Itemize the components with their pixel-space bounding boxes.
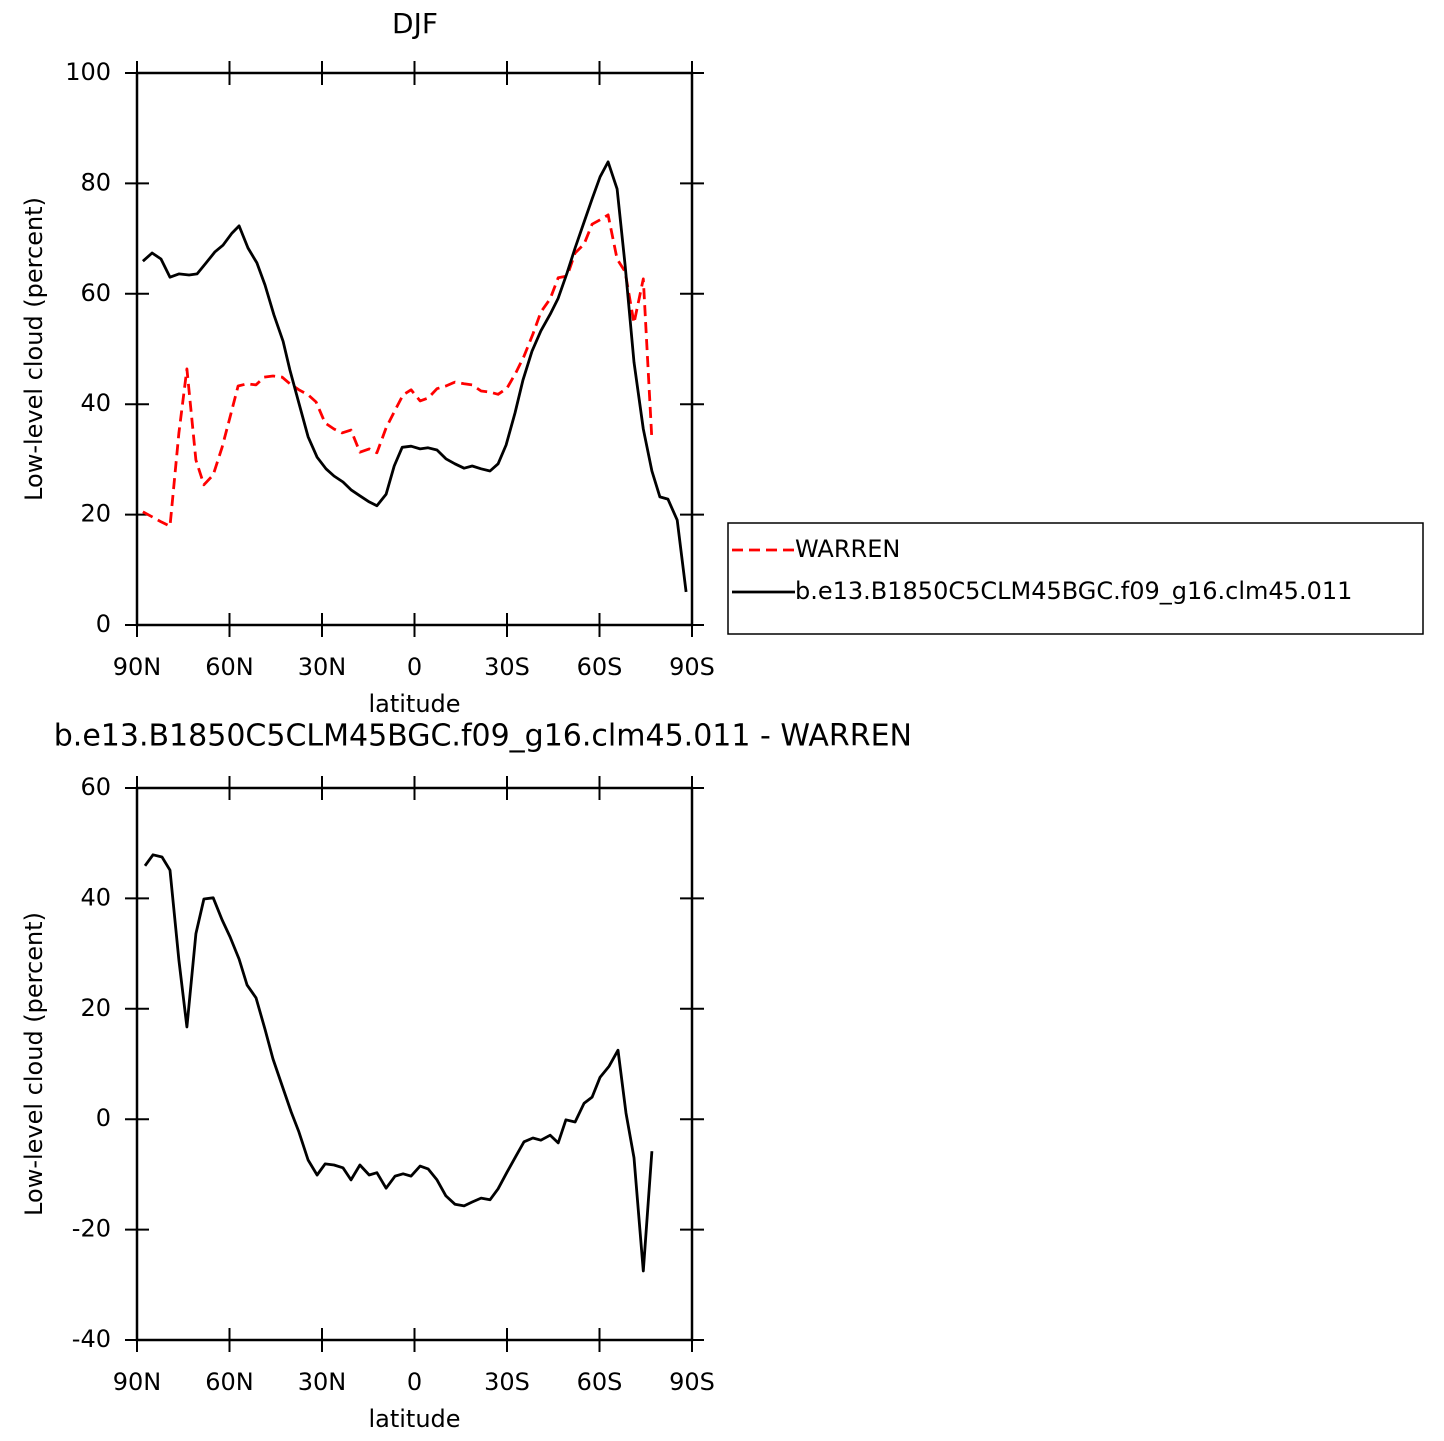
- x-tick-label: 30N: [298, 653, 347, 681]
- legend-label: b.e13.B1850C5CLM45BGC.f09_g16.clm45.011: [795, 577, 1352, 605]
- x-tick-label: 90N: [113, 653, 162, 681]
- y-axis-title: Low-level cloud (percent): [20, 912, 48, 1216]
- y-tick-label: 100: [65, 58, 111, 86]
- chart-title: b.e13.B1850C5CLM45BGC.f09_g16.clm45.011 …: [54, 719, 912, 754]
- x-tick-label: 30S: [484, 1368, 530, 1396]
- x-tick-label: 60S: [577, 653, 623, 681]
- y-tick-label: 40: [80, 883, 111, 911]
- x-axis-title: latitude: [368, 1405, 460, 1433]
- legend-box: [727, 522, 1424, 635]
- y-tick-label: 60: [80, 773, 111, 801]
- y-tick-label: -20: [72, 1215, 111, 1243]
- y-tick-label: 80: [80, 168, 111, 196]
- y-tick-label: 60: [80, 279, 111, 307]
- y-tick-label: -40: [72, 1325, 111, 1353]
- data-line: [141, 160, 688, 593]
- legend-label: WARREN: [795, 535, 900, 563]
- x-tick-label: 0: [407, 653, 422, 681]
- x-axis-title: latitude: [368, 690, 460, 718]
- y-tick-label: 0: [96, 1104, 111, 1132]
- y-tick-label: 40: [80, 389, 111, 417]
- x-tick-label: 0: [407, 1368, 422, 1396]
- y-axis-title: Low-level cloud (percent): [20, 197, 48, 501]
- data-line: [143, 853, 654, 1273]
- y-tick-label: 20: [80, 994, 111, 1022]
- x-tick-label: 90N: [113, 1368, 162, 1396]
- plot-frame: [135, 71, 694, 627]
- x-tick-label: 60N: [205, 1368, 254, 1396]
- x-tick-label: 60S: [577, 1368, 623, 1396]
- data-line: [142, 213, 654, 528]
- x-tick-label: 30N: [298, 1368, 347, 1396]
- y-tick-label: 0: [96, 610, 111, 638]
- x-tick-label: 90S: [669, 653, 715, 681]
- y-tick-label: 20: [80, 500, 111, 528]
- x-tick-label: 90S: [669, 1368, 715, 1396]
- x-tick-label: 30S: [484, 653, 530, 681]
- x-tick-label: 60N: [205, 653, 254, 681]
- chart-title: DJF: [392, 7, 438, 40]
